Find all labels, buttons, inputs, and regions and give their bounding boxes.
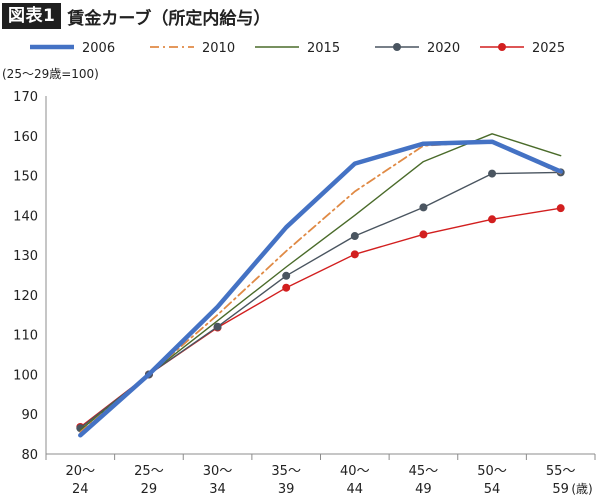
series-line (79, 140, 562, 434)
series-2015 (79, 133, 562, 431)
series-2020 (76, 168, 565, 433)
y-tick-label: 130 (13, 249, 38, 264)
series-line (79, 133, 562, 431)
y-tick-label: 160 (13, 130, 38, 145)
legend-label: 2015 (307, 41, 340, 56)
data-point (419, 203, 428, 212)
x-tick-label: 45〜 49 (409, 464, 439, 497)
x-tick-label: 30〜 34 (203, 464, 233, 497)
legend-label: 2010 (202, 41, 235, 56)
legend-label: 2020 (427, 41, 460, 56)
x-tick-label: 50〜 54 (477, 464, 507, 497)
data-point (488, 215, 497, 224)
figure-badge: 図表1 (2, 3, 62, 29)
legend: 2006 2010 2015 2020 2025 (30, 41, 565, 56)
x-axis-label: (歳) (571, 482, 592, 496)
legend-item: 2006 (30, 41, 115, 56)
y-tick-label: 110 (13, 329, 38, 344)
legend-marker (393, 43, 401, 51)
data-point (282, 283, 291, 292)
series-2025 (76, 204, 565, 431)
y-axis-label: (25〜29歳=100) (2, 67, 99, 81)
figure-title: 賃金カーブ（所定内給与） (67, 8, 271, 29)
data-point (350, 232, 359, 241)
data-point (350, 250, 359, 259)
data-point (488, 169, 497, 178)
series-line (78, 139, 563, 438)
x-tick-label: 20〜 24 (66, 464, 96, 497)
legend-label: 2006 (82, 41, 115, 56)
legend-item: 2015 (255, 41, 340, 56)
series-line (79, 171, 562, 429)
x-tick-label: 40〜 44 (340, 464, 370, 497)
legend-item: 2020 (375, 41, 460, 56)
y-tick-label: 170 (13, 90, 38, 105)
data-point (213, 322, 222, 331)
x-tick-label: 25〜 29 (134, 464, 164, 497)
y-tick-label: 120 (13, 289, 38, 304)
legend-marker (498, 43, 506, 51)
series-2006 (78, 139, 563, 438)
y-tick-label: 90 (21, 408, 38, 423)
x-tick-label: 35〜 39 (271, 464, 301, 497)
y-tick-label: 100 (13, 368, 38, 383)
data-point (282, 271, 291, 280)
data-point (556, 204, 565, 213)
legend-label: 2025 (532, 41, 565, 56)
y-tick-label: 80 (21, 448, 38, 463)
legend-item: 2010 (150, 41, 235, 56)
y-tick-label: 150 (13, 170, 38, 185)
x-tick-label: 55〜 59 (546, 464, 576, 497)
series-2010 (79, 140, 562, 434)
y-tick-label: 140 (13, 209, 38, 224)
figure-header: 図表1 賃金カーブ（所定内給与） (0, 0, 270, 30)
legend-item: 2025 (480, 41, 565, 56)
data-point (419, 230, 428, 239)
